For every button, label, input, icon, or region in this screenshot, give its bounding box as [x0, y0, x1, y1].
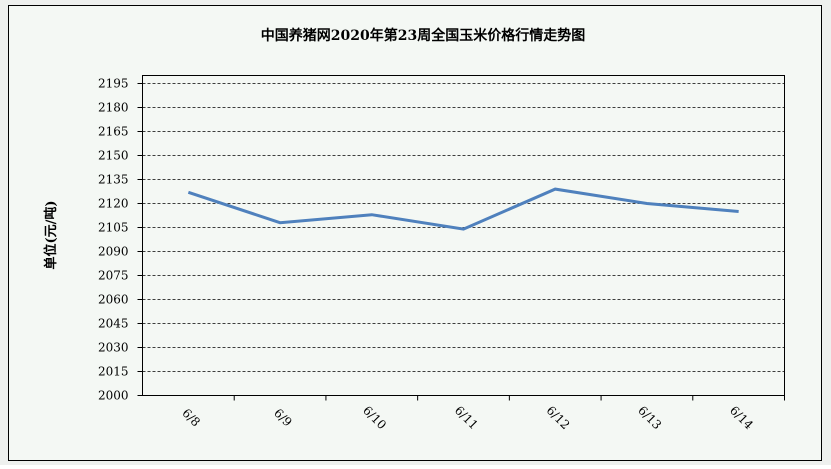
- y-axis-label: 单位(元/吨): [43, 200, 59, 269]
- data-line: [187, 187, 739, 231]
- chart-title: 中国养猪网2020年第23周全国玉米价格行情走势图: [261, 27, 585, 44]
- y-tick-label: 2105: [98, 221, 129, 235]
- plot-area: [142, 75, 785, 396]
- y-tick-label: 2015: [98, 365, 129, 379]
- y-tick-label: 2075: [98, 269, 129, 283]
- y-tick-label: 2135: [98, 173, 129, 187]
- y-tick-label: 2120: [98, 197, 129, 211]
- y-tick-label: 2150: [98, 149, 129, 163]
- y-tick-label: 2165: [98, 125, 129, 139]
- y-tick-label: 2030: [98, 341, 129, 355]
- y-tick-label: 2045: [98, 317, 129, 331]
- y-tick-label: 2060: [98, 293, 129, 307]
- y-tick-label: 2090: [98, 245, 129, 259]
- y-tick-label: 2000: [98, 389, 129, 403]
- y-tick-label: 2195: [98, 77, 129, 91]
- y-tick-label: 2180: [98, 101, 129, 115]
